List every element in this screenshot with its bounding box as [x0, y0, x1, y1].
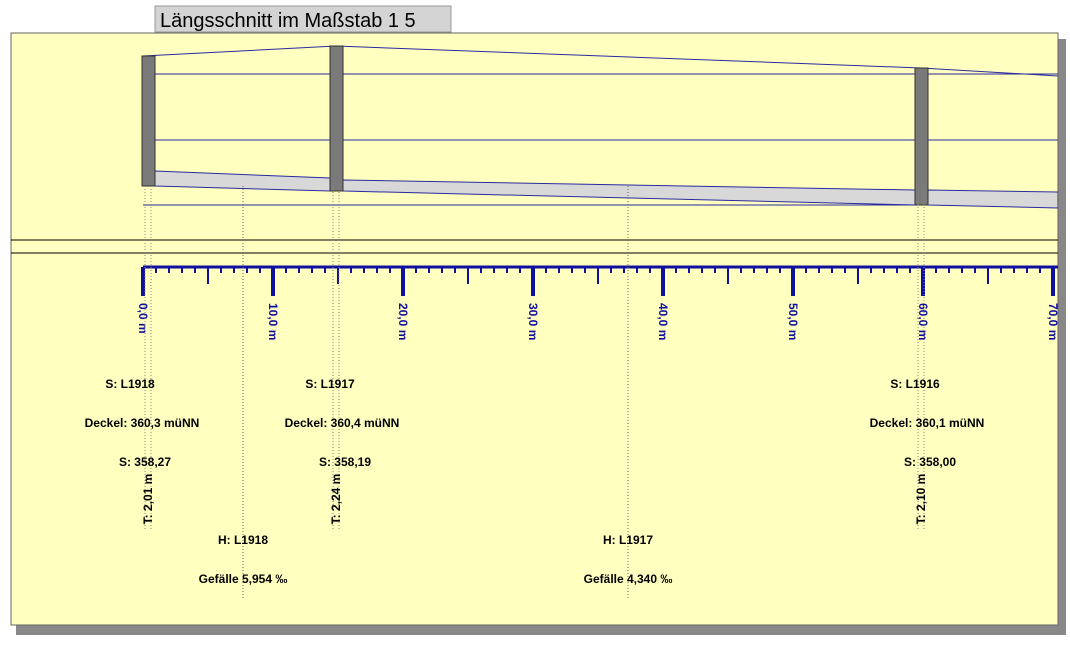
section-slope: Gefälle 5,954 ‰	[199, 572, 288, 586]
manhole-depth: T: 2,10 m	[914, 474, 928, 525]
manhole-cover: Deckel: 360,4 müNN	[285, 416, 400, 430]
manhole-depth: T: 2,24 m	[329, 474, 343, 525]
manhole	[329, 45, 344, 192]
manhole-cover: Deckel: 360,3 müNN	[85, 416, 200, 430]
scale-label: 20,0 m	[396, 303, 410, 340]
manhole	[141, 55, 156, 187]
section-name: H: L1918	[218, 533, 268, 547]
title-box	[154, 5, 452, 33]
manhole-name: S: L1916	[890, 377, 940, 391]
surface-line	[142, 45, 1058, 77]
manhole-depth: T: 2,01 m	[141, 474, 155, 525]
scale-label: 10,0 m	[266, 303, 280, 340]
title: Längsschnitt im Maßstab 1 5	[160, 10, 416, 32]
scale-label: 70,0 m	[1046, 303, 1060, 340]
drawing-area	[10, 32, 1059, 626]
scale-label: 0,0 m	[136, 303, 150, 334]
section-slope: Gefälle 4,340 ‰	[584, 572, 673, 586]
manhole-name: S: L1917	[305, 377, 355, 391]
manhole-invert: S: 358,00	[904, 455, 956, 469]
scale-label: 60,0 m	[916, 303, 930, 340]
manhole-cover: Deckel: 360,1 müNN	[870, 416, 985, 430]
manhole	[914, 67, 929, 206]
manhole-invert: S: 358,27	[119, 455, 171, 469]
scale-label: 40,0 m	[656, 303, 670, 340]
section-name: H: L1917	[603, 533, 653, 547]
pipe	[927, 189, 1058, 209]
manhole-name: S: L1918	[105, 377, 155, 391]
manhole-invert: S: 358,19	[319, 455, 371, 469]
scale-label: 50,0 m	[786, 303, 800, 340]
drawing: 0,0 m 10,0 m 20,0 m 30,0 m 40,0 m 50,0 m 60,0 …	[11, 45, 1060, 600]
scale-label: 30,0 m	[526, 303, 540, 340]
